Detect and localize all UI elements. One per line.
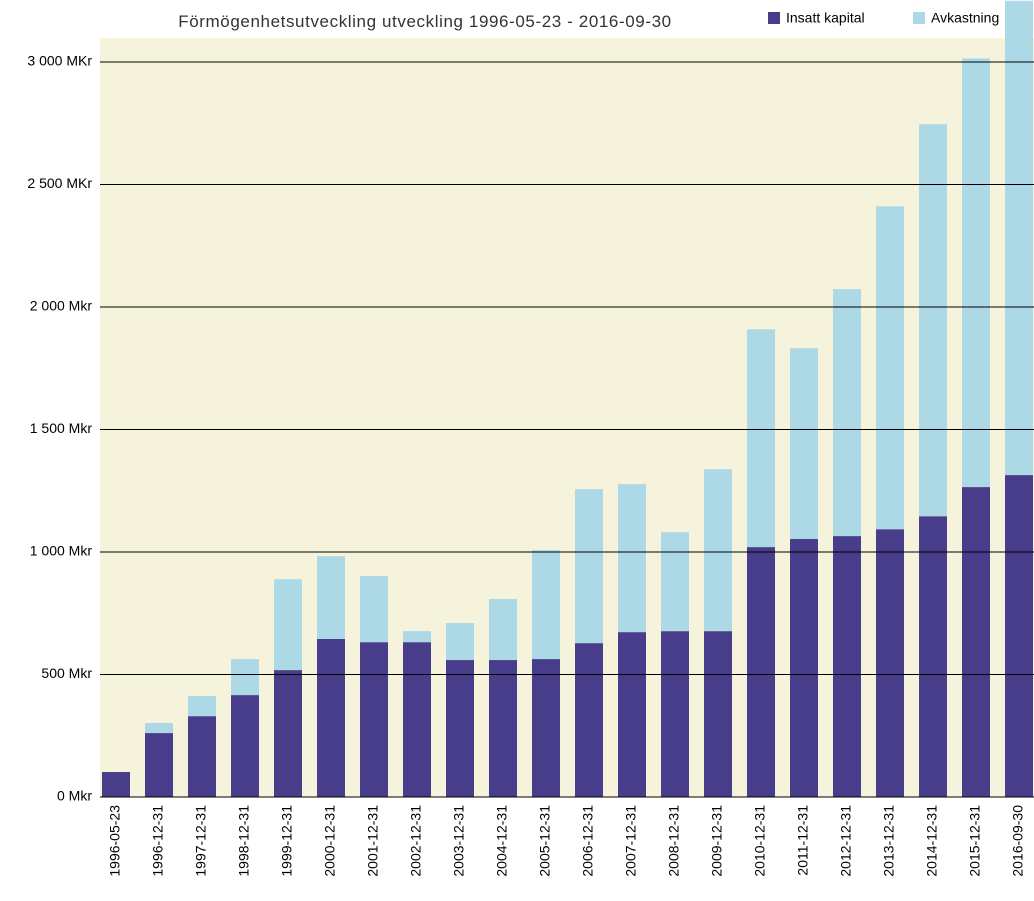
y-tick-label: 500 Mkr	[41, 665, 92, 681]
bar-segment	[833, 536, 861, 797]
bar-segment	[962, 487, 990, 797]
x-tick-label: 2002-12-31	[408, 805, 424, 877]
bar-segment	[317, 556, 345, 639]
bar-segment	[1005, 0, 1033, 476]
bar-segment	[747, 547, 775, 797]
x-tick-label: 2012-12-31	[838, 805, 854, 877]
bar-segment	[618, 632, 646, 797]
y-tick-label: 2 500 MKr	[27, 175, 92, 191]
y-tick-label: 2 000 Mkr	[30, 298, 93, 314]
x-tick-label: 2015-12-31	[967, 805, 983, 877]
bar-segment	[446, 623, 474, 661]
bar-segment	[575, 643, 603, 797]
y-tick-label: 1 500 Mkr	[30, 420, 93, 436]
x-tick-label: 2007-12-31	[623, 805, 639, 877]
legend-swatch	[768, 12, 780, 24]
bar-segment	[274, 579, 302, 671]
bar-segment	[661, 532, 689, 632]
bar-segment	[231, 659, 259, 696]
x-tick-label: 1996-05-23	[107, 805, 123, 877]
x-tick-label: 2011-12-31	[795, 805, 811, 876]
bar-segment	[360, 576, 388, 643]
bar-segment	[876, 206, 904, 530]
bar-segment	[532, 550, 560, 660]
x-tick-label: 2001-12-31	[365, 805, 381, 877]
x-tick-label: 1999-12-31	[279, 805, 295, 877]
y-tick-label: 1 000 Mkr	[30, 543, 93, 559]
x-tick-label: 2016-09-30	[1010, 805, 1026, 877]
bar-segment	[317, 638, 345, 797]
x-tick-label: 1998-12-31	[236, 805, 252, 877]
x-tick-label: 1996-12-31	[150, 805, 166, 877]
bar-segment	[790, 539, 818, 797]
bar-segment	[532, 659, 560, 797]
bar-segment	[403, 631, 431, 643]
bar-segment	[575, 489, 603, 644]
bar-segment	[747, 329, 775, 548]
bar-segment	[274, 670, 302, 797]
bar-segment	[489, 599, 517, 661]
bar-segment	[403, 642, 431, 797]
bar-segment	[833, 289, 861, 537]
x-tick-label: 2008-12-31	[666, 805, 682, 877]
x-tick-label: 2003-12-31	[451, 805, 467, 877]
legend-label: Avkastning	[931, 10, 999, 26]
bar-segment	[145, 733, 173, 797]
x-tick-label: 2013-12-31	[881, 805, 897, 877]
bar-segment	[919, 124, 947, 517]
x-tick-label: 2014-12-31	[924, 805, 940, 877]
bar-segment	[790, 348, 818, 540]
bar-segment	[188, 696, 216, 717]
bar-segment	[489, 660, 517, 797]
chart-title: Förmögenhetsutveckling utveckling 1996-0…	[178, 12, 671, 31]
bar-segment	[1005, 475, 1033, 797]
x-tick-label: 2009-12-31	[709, 805, 725, 877]
x-tick-label: 2006-12-31	[580, 805, 596, 877]
bar-segment	[618, 484, 646, 633]
bar-segment	[102, 772, 130, 797]
x-tick-label: 2004-12-31	[494, 805, 510, 877]
y-tick-label: 3 000 MKr	[27, 53, 92, 69]
legend-label: Insatt kapital	[786, 10, 865, 26]
bar-segment	[231, 695, 259, 797]
bar-segment	[661, 631, 689, 797]
bar-segment	[919, 516, 947, 797]
x-tick-label: 1997-12-31	[193, 805, 209, 877]
bar-segment	[876, 529, 904, 797]
bar-segment	[446, 660, 474, 797]
y-tick-label: 0 Mkr	[57, 788, 92, 804]
bar-segment	[962, 58, 990, 488]
x-tick-label: 2005-12-31	[537, 805, 553, 877]
bar-segment	[145, 723, 173, 734]
bar-segment	[360, 642, 388, 797]
x-tick-label: 2010-12-31	[752, 805, 768, 877]
x-tick-label: 2000-12-31	[322, 805, 338, 877]
legend-swatch	[913, 12, 925, 24]
bar-segment	[704, 469, 732, 632]
bar-segment	[188, 716, 216, 797]
bar-segment	[704, 631, 732, 797]
